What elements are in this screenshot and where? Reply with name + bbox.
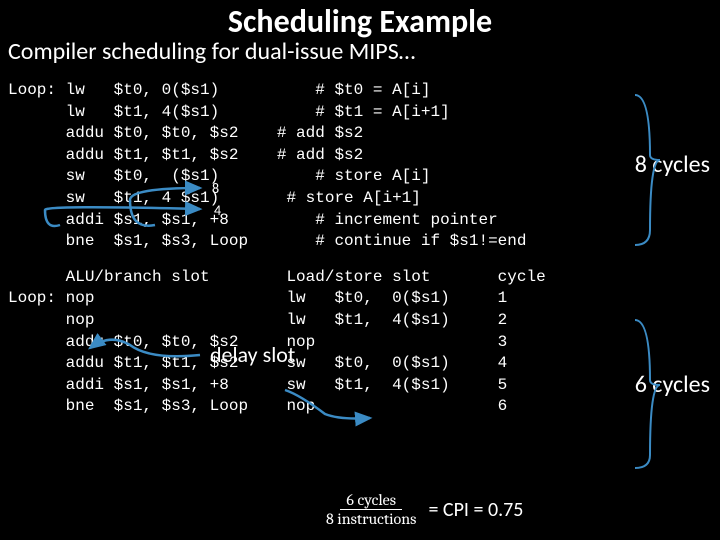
code-block-1: Loop: lw $t0, 0($s1) # $t0 = A[i] lw $t1…	[0, 80, 720, 253]
code-block-2: Loop: nop lw $t0, 0($s1) 1 nop lw $t1, 4…	[0, 288, 720, 418]
annotation-6-cycles: 6 cycles	[635, 370, 710, 399]
fraction-numerator: 6 cycles	[340, 491, 402, 510]
index-4: 4	[214, 202, 221, 219]
fraction-denominator: 8 instructions	[320, 510, 422, 528]
code-block-2-header: ALU/branch slot Load/store slot cycle	[0, 267, 720, 289]
annotation-8-cycles: 8 cycles	[635, 150, 710, 179]
cpi-equals: = CPI = 0.75	[428, 498, 523, 522]
fraction: 6 cycles 8 instructions	[320, 491, 422, 528]
page-title: Scheduling Example	[0, 0, 720, 41]
index-8: 8	[212, 180, 219, 197]
cpi-formula: 6 cycles 8 instructions = CPI = 0.75	[320, 491, 523, 528]
page-subtitle: Compiler scheduling for dual-issue MIPS…	[0, 37, 720, 66]
delay-slot-label: delay slot	[210, 341, 295, 368]
